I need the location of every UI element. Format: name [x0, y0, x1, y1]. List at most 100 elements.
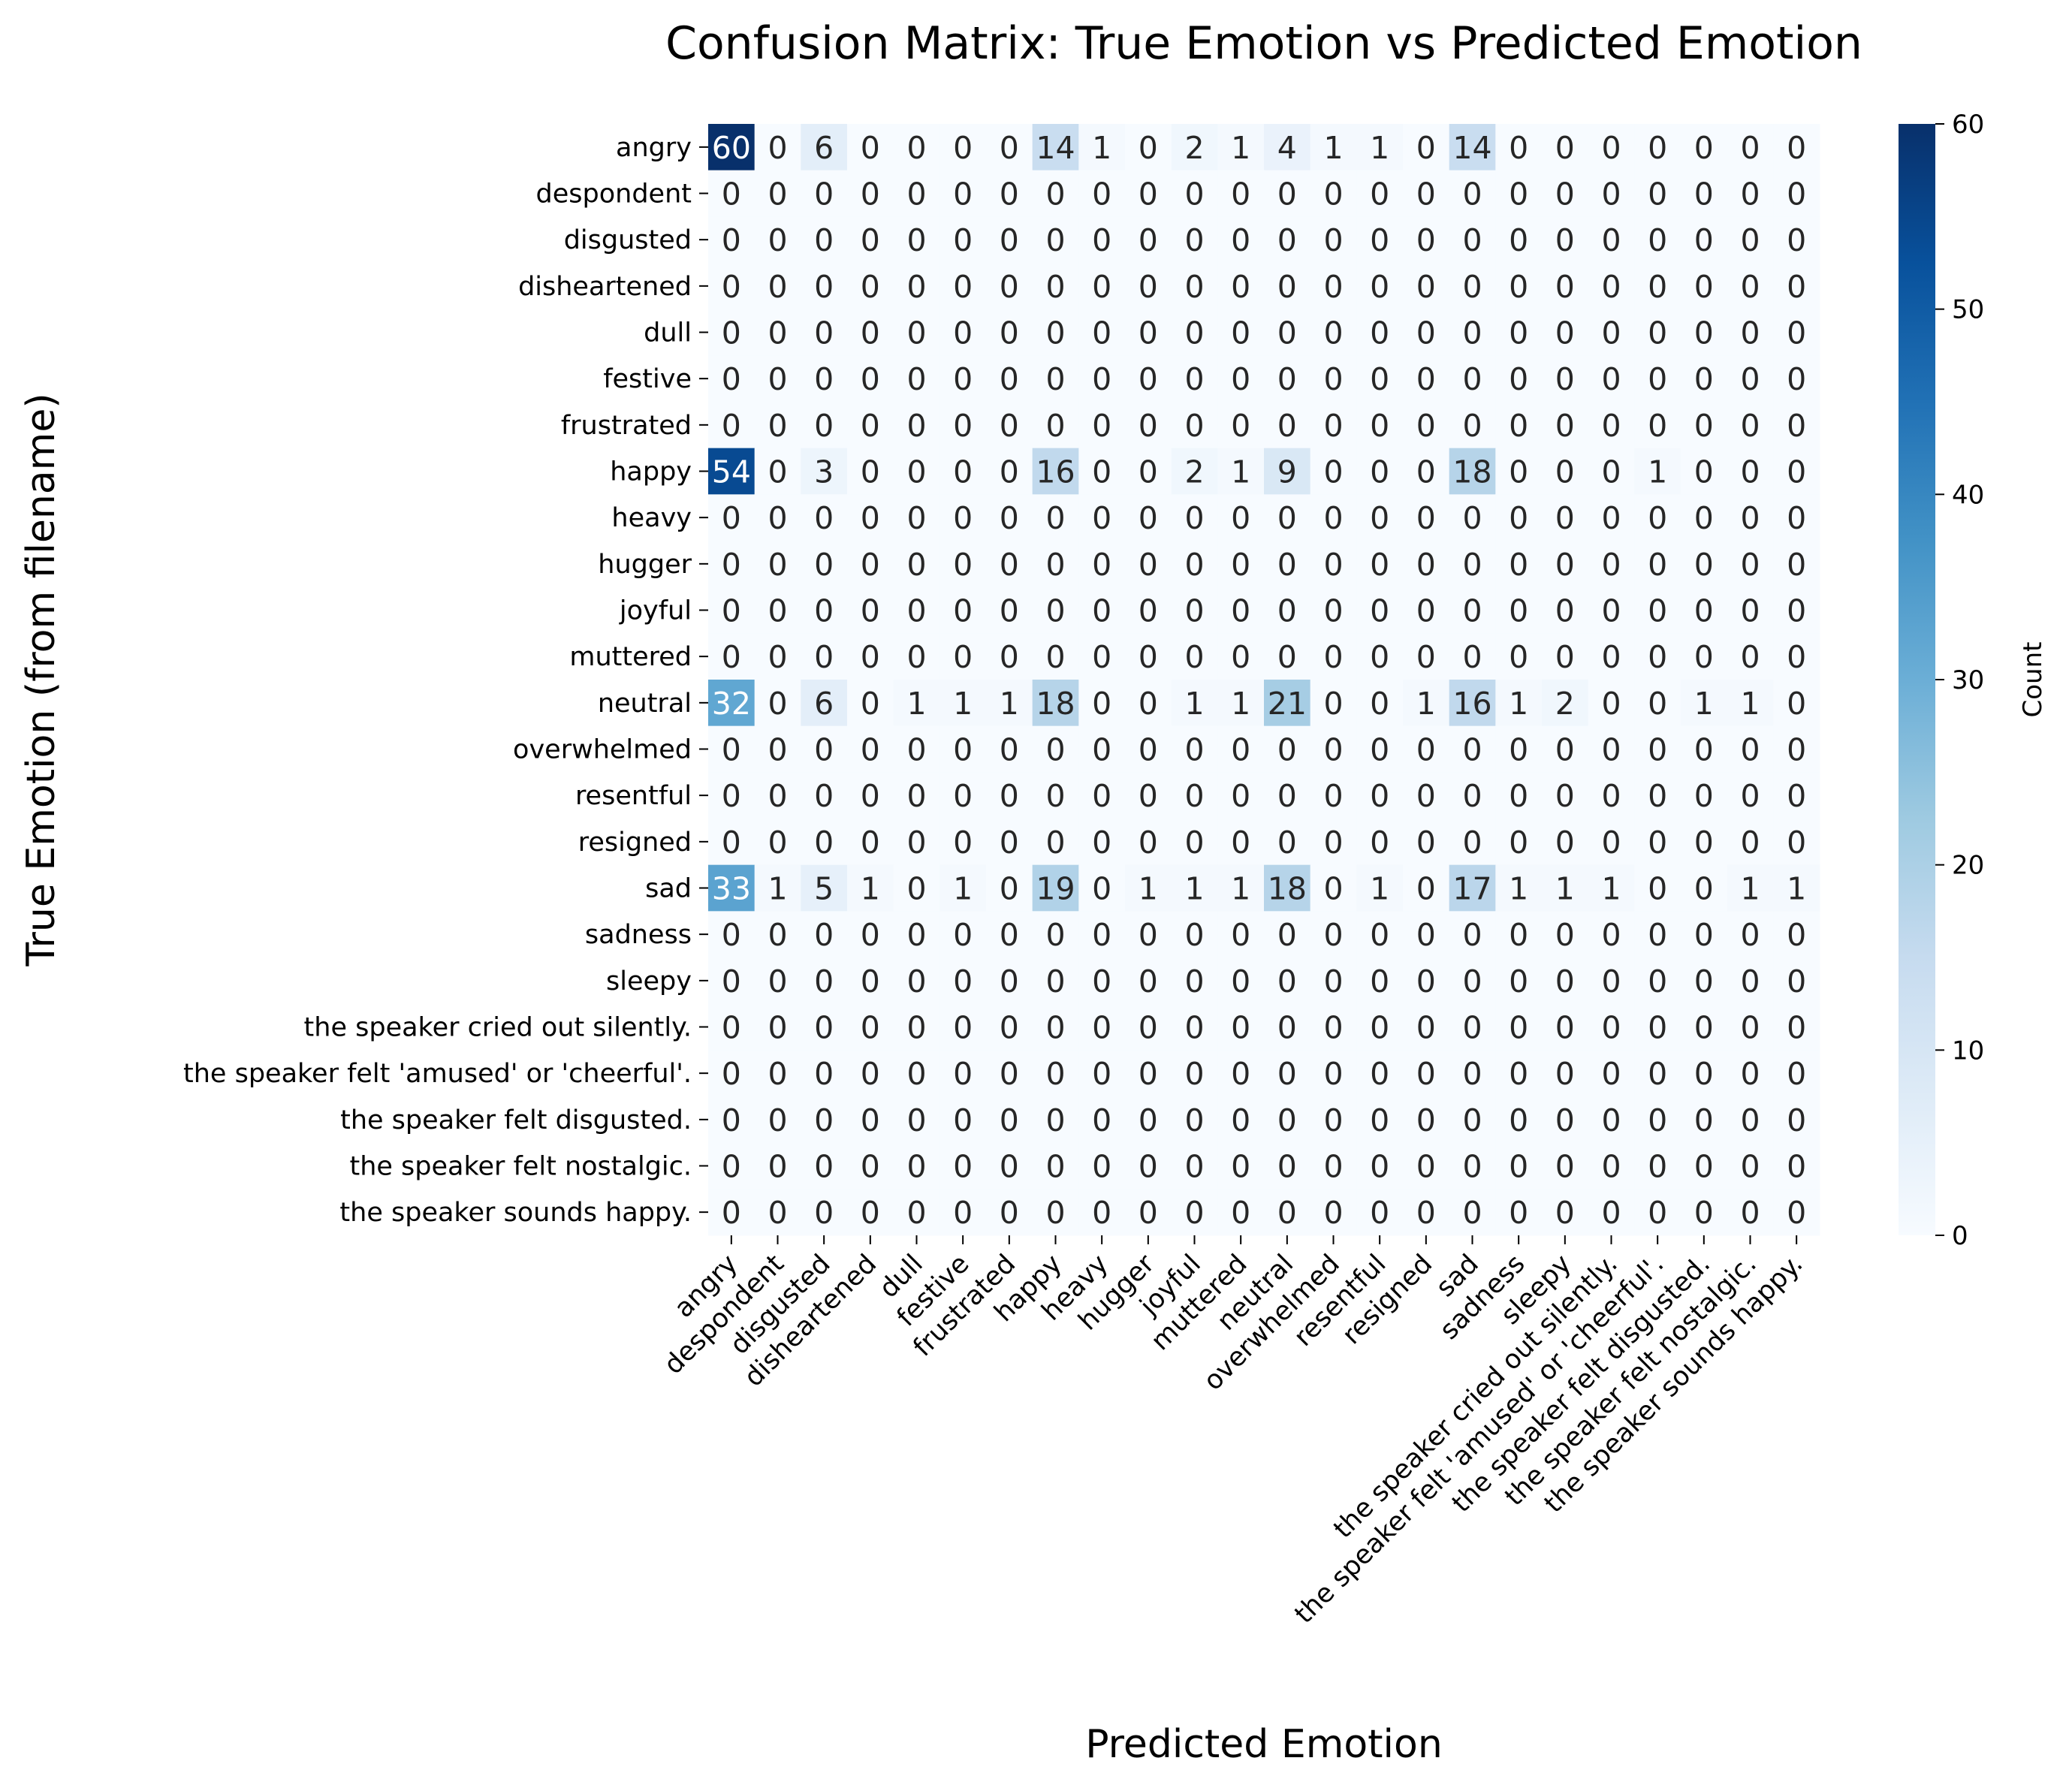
- heatmap-cell: [1403, 124, 1450, 171]
- cell-value-label: 0: [906, 500, 926, 536]
- cell-value-label: 0: [1462, 1102, 1482, 1138]
- cell-value-label: 0: [768, 222, 787, 258]
- cell-value-label: 17: [1452, 871, 1491, 907]
- cell-value-label: 0: [906, 639, 926, 675]
- heatmap-cell: [1356, 772, 1404, 819]
- heatmap-cell: [986, 494, 1033, 541]
- heatmap-cell: [893, 124, 940, 171]
- heatmap-cell: [1495, 494, 1543, 541]
- cell-value-label: 1: [953, 871, 973, 907]
- heatmap-cell: [1542, 402, 1589, 449]
- cell-value-label: 0: [1648, 593, 1667, 629]
- cell-value-label: 0: [1555, 269, 1575, 305]
- cell-value-label: 0: [1694, 778, 1714, 814]
- cell-value-label: 1: [1000, 686, 1019, 722]
- heatmap-cell: [1310, 494, 1357, 541]
- cell-value-label: 0: [906, 361, 926, 397]
- heatmap-cell: [754, 170, 801, 217]
- cell-value-label: 0: [1323, 871, 1343, 907]
- heatmap-cell: [1310, 170, 1357, 217]
- cell-value-label: 0: [1462, 825, 1482, 861]
- heatmap-cell: [986, 911, 1033, 958]
- heatmap-cell: [1125, 586, 1172, 634]
- heatmap-cell: [1773, 355, 1820, 403]
- heatmap-cell: [893, 1096, 940, 1144]
- cell-value-label: 0: [1323, 1195, 1343, 1231]
- cell-value-label: 0: [1694, 547, 1714, 583]
- y-tick-label: dull: [644, 318, 692, 348]
- y-tick-label: sad: [645, 874, 692, 904]
- heatmap-cell: [1588, 1189, 1635, 1236]
- heatmap-cell: [1449, 957, 1496, 1005]
- heatmap-cell: [1171, 1096, 1218, 1144]
- heatmap-cell: [1449, 1189, 1496, 1236]
- cell-value-label: 0: [1000, 963, 1019, 1000]
- heatmap-cell: [1356, 680, 1404, 727]
- cell-value-label: 0: [1601, 732, 1621, 768]
- cell-value-label: 0: [1787, 547, 1806, 583]
- cell-value-label: 0: [1509, 176, 1528, 213]
- cell-value-label: 0: [906, 1149, 926, 1185]
- heatmap-cell: [847, 263, 894, 310]
- cell-value-label: 0: [1045, 176, 1065, 213]
- cell-value-label: 0: [768, 1149, 787, 1185]
- cell-value-label: 0: [1555, 1010, 1575, 1046]
- cell-value-label: 0: [1139, 315, 1158, 351]
- cell-value-label: 0: [1787, 454, 1806, 490]
- heatmap-cell: [1032, 541, 1079, 588]
- cell-value-label: 0: [1694, 315, 1714, 351]
- heatmap-cell: [893, 680, 940, 727]
- heatmap-cell: [1773, 911, 1820, 958]
- heatmap-cell: [1310, 864, 1357, 912]
- cell-value-label: 0: [814, 500, 834, 536]
- cell-value-label: 0: [1231, 547, 1250, 583]
- heatmap-cell: [1217, 633, 1265, 680]
- cell-value-label: 0: [1555, 500, 1575, 536]
- heatmap-cell: [1542, 725, 1589, 773]
- heatmap-cell: [1310, 957, 1357, 1005]
- heatmap-cell: [1449, 911, 1496, 958]
- heatmap-cell: [1264, 1003, 1311, 1051]
- heatmap-cell: [1125, 819, 1172, 866]
- heatmap-cell: [1356, 1142, 1404, 1190]
- cell-value-label: 0: [1000, 1102, 1019, 1138]
- cell-value-label: 0: [1509, 408, 1528, 444]
- cell-value-label: 0: [1231, 917, 1250, 953]
- heatmap-cell: [754, 1189, 801, 1236]
- x-axis-ticks: angrydespondentdisgusteddishearteneddull…: [659, 1235, 1809, 1630]
- heatmap-cell: [847, 864, 894, 912]
- cell-value-label: 0: [1787, 176, 1806, 213]
- heatmap-cell: [1727, 1142, 1774, 1190]
- heatmap-cell: [801, 263, 848, 310]
- cell-value-label: 0: [814, 176, 834, 213]
- heatmap-cell: [1773, 957, 1820, 1005]
- cell-value-label: 0: [1000, 269, 1019, 305]
- heatmap-cell: [893, 725, 940, 773]
- heatmap-cell: [1264, 355, 1311, 403]
- cell-value-label: 0: [1462, 1056, 1482, 1092]
- cell-value-label: 0: [1648, 361, 1667, 397]
- cell-value-label: 0: [1045, 593, 1065, 629]
- heatmap-cell: [893, 263, 940, 310]
- heatmap-cell: [893, 402, 940, 449]
- heatmap-cell: [939, 1189, 987, 1236]
- cell-value-label: 0: [768, 593, 787, 629]
- cell-value-label: 0: [1323, 408, 1343, 444]
- heatmap-cell: [1078, 170, 1126, 217]
- heatmap-cell: [939, 263, 987, 310]
- y-tick-label: sleepy: [606, 966, 692, 997]
- cell-value-label: 0: [1370, 1102, 1389, 1138]
- cell-value-label: 0: [1555, 593, 1575, 629]
- heatmap-cell: [847, 725, 894, 773]
- cell-value-label: 0: [1370, 176, 1389, 213]
- cell-value-label: 0: [1045, 917, 1065, 953]
- cell-value-label: 0: [1092, 500, 1111, 536]
- heatmap-cell: [708, 402, 756, 449]
- cell-value-label: 0: [1416, 871, 1436, 907]
- heatmap-cell: [986, 957, 1033, 1005]
- heatmap-cell: [1403, 402, 1450, 449]
- heatmap-cell: [1125, 1189, 1172, 1236]
- heatmap-cell: [1356, 911, 1404, 958]
- cell-value-label: 0: [1740, 315, 1760, 351]
- cell-value-label: 0: [1555, 454, 1575, 490]
